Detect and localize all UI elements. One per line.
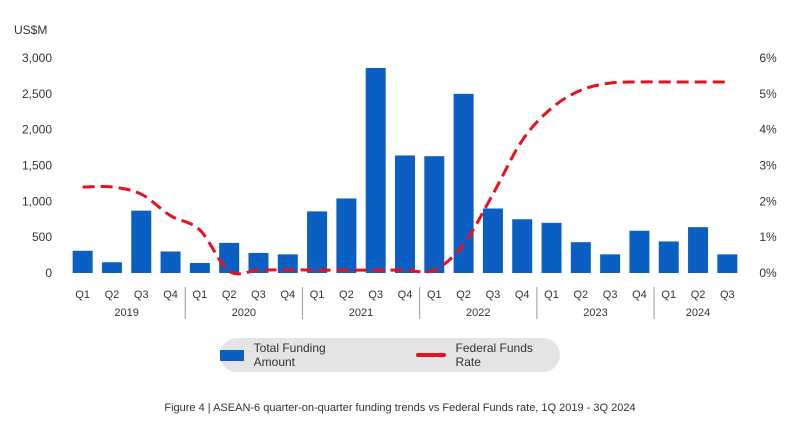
y-tick-label: 2,500 [22,87,52,101]
combo-chart: US$M 0 500 1,000 1,500 2,000 2,500 3,000 0% 1% 2… [14,23,777,319]
bar [453,93,474,273]
x-tick-label: Q3 [251,289,266,301]
x-tick-label: Q2 [339,289,354,301]
y-tick-label: 500 [32,230,52,244]
year-label: 2023 [583,307,607,319]
x-tick-label: Q4 [398,289,413,301]
x-tick-label: Q1 [427,289,442,301]
x-tick-label: Q3 [486,289,501,301]
y-tick-label: 1,500 [22,159,52,173]
y-tick-label: 2,000 [22,123,52,137]
bar [512,219,533,273]
legend-swatch-bar [220,349,244,361]
y-axis-left: 0 500 1,000 1,500 2,000 2,500 3,000 [22,51,52,280]
y2-tick-label: 2% [759,194,777,208]
x-tick-label: Q2 [222,289,237,301]
bar [424,156,445,273]
bar [248,252,269,273]
y-axis-right: 0% 1% 2% 3% 4% 5% 6% [759,51,777,280]
figure-caption: Figure 4 | ASEAN-6 quarter-on-quarter fu… [164,402,636,414]
x-tick-label: Q3 [720,289,735,301]
legend: Total Funding Amount Federal Funds Rate [220,338,560,372]
y2-tick-label: 0% [759,266,777,280]
y2-tick-label: 4% [759,123,777,137]
x-tick-label: Q4 [632,289,647,301]
bar [658,241,679,273]
federal-funds-rate-line [82,80,728,276]
bar [336,198,357,273]
x-axis: Q1 Q2 Q3 Q4 Q1 Q2 Q3 Q4 Q1 Q2 Q3 Q4 Q1 Q2 Q3 Q4 Q1 Q2 Q3 Q4… [75,287,735,319]
bar [189,262,210,273]
legend-swatch-line [415,353,446,357]
y-axis-unit-label: US$M [14,23,47,37]
legend-label-funding: Total Funding Amount [253,341,326,369]
x-tick-label: Q4 [280,289,295,301]
x-tick-label: Q1 [310,289,325,301]
x-tick-label: Q2 [573,289,588,301]
y2-tick-label: 6% [759,51,777,65]
year-label: 2022 [466,307,490,319]
bar [541,222,562,273]
x-tick-label: Q4 [515,289,530,301]
bar [160,251,181,273]
y2-tick-label: 5% [759,87,777,101]
bar [717,254,738,273]
bar [131,210,152,273]
x-tick-label: Q3 [134,289,149,301]
legend-item-rate: Federal Funds Rate [415,341,560,369]
x-tick-label: Q3 [603,289,618,301]
y2-tick-label: 3% [759,159,777,173]
year-label: 2024 [686,307,710,319]
x-tick-label: Q1 [544,289,559,301]
bar [72,250,93,273]
y-tick-label: 3,000 [22,51,52,65]
legend-item-funding: Total Funding Amount [220,341,368,369]
x-tick-label: Q4 [163,289,178,301]
x-tick-label: Q1 [661,289,676,301]
bar [219,242,240,273]
x-tick-label: Q2 [456,289,471,301]
bar [629,230,650,273]
y2-tick-label: 1% [759,230,777,244]
bar [307,211,328,273]
x-tick-label: Q2 [691,289,706,301]
year-label: 2019 [114,307,138,319]
legend-label-rate: Federal Funds Rate [455,341,533,369]
bar [482,208,503,273]
bar-series [72,68,738,274]
x-tick-label: Q1 [75,289,90,301]
bar [570,242,591,273]
x-tick-label: Q2 [105,289,120,301]
year-label: 2021 [349,307,373,319]
year-label: 2020 [232,307,256,319]
x-tick-label: Q3 [368,289,383,301]
bar [101,262,122,273]
x-tick-label: Q1 [193,289,208,301]
bar [600,254,621,273]
y-tick-label: 0 [45,266,52,280]
y-tick-label: 1,000 [22,194,52,208]
bar [365,68,386,274]
bar [688,227,709,273]
bar [395,155,415,273]
